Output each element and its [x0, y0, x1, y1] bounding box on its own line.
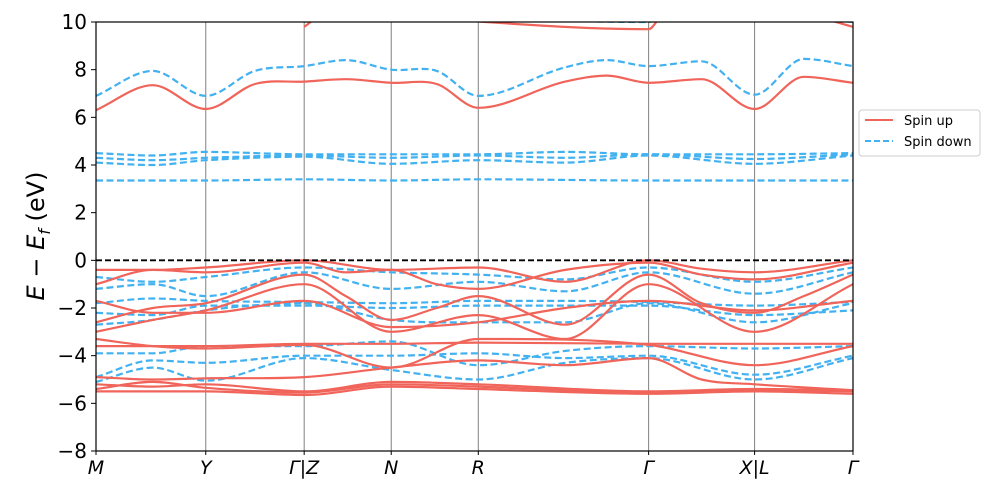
y-axis-label: E − Ef (eV)	[22, 172, 54, 301]
spin-up-band-4	[96, 341, 853, 348]
ytick-label: 2	[74, 201, 87, 225]
kpoint-label: Y	[200, 457, 213, 479]
ytick-label: −4	[58, 344, 87, 368]
legend: Spin up Spin down	[858, 109, 981, 157]
ytick-label: −6	[58, 391, 87, 415]
spin-down-band-0	[96, 356, 853, 383]
spin-up-band-5	[96, 337, 853, 369]
kpoint-label: Γ|Z	[289, 457, 320, 479]
ytick-label: −8	[58, 439, 87, 463]
kpoint-label: N	[384, 457, 398, 479]
ytick-label: 8	[74, 58, 87, 82]
spin-up-band-0	[96, 385, 853, 397]
ytick-label: −2	[58, 296, 87, 320]
spin-down-band-10	[96, 153, 853, 162]
spin-down-band-1	[96, 352, 853, 379]
spin-down-band-13	[304, 22, 853, 24]
ytick-label: 6	[74, 105, 87, 129]
kpoint-label: Γ	[848, 457, 860, 479]
legend-label-spin-up: Spin up	[904, 114, 953, 129]
kpoint-label: Γ	[643, 457, 655, 479]
spin-up-band-11	[96, 74, 853, 112]
spin-up-band-12	[303, 22, 853, 31]
ylabel-minus: −	[22, 250, 50, 285]
spin-up-band-9	[96, 261, 853, 291]
spin-up-band-3	[96, 356, 853, 392]
ylabel-e: E	[22, 284, 50, 300]
ytick-label: 0	[74, 248, 87, 272]
spin-down-band-12	[96, 57, 853, 98]
kpoint-label: R	[472, 457, 485, 479]
spin-down-band-9	[96, 154, 853, 167]
spin-down-band-11	[96, 150, 853, 157]
legend-label-spin-down: Spin down	[904, 135, 972, 150]
spin-down-band-6	[96, 271, 853, 298]
band-curves	[96, 22, 853, 397]
spin-down-band-3	[96, 302, 853, 326]
ytick-label: 10	[62, 10, 87, 34]
ylabel-unit: (eV)	[22, 172, 50, 230]
spin-down-band-8	[96, 178, 853, 182]
spin-up-band-8	[96, 259, 853, 283]
legend-box	[858, 109, 981, 157]
x-axis-ticks: M Y Γ|Z N R Γ X|L Γ	[88, 451, 860, 479]
ytick-label: 4	[74, 153, 87, 177]
kpoint-label: X|L	[739, 457, 770, 479]
spin-up-band-10	[96, 283, 853, 341]
kpoint-label: M	[88, 457, 104, 479]
high-symmetry-lines	[205, 22, 756, 451]
spin-up-band-6	[96, 273, 853, 326]
spin-up-band-2	[96, 380, 853, 393]
ylabel-ef: E	[22, 234, 50, 250]
spin-down-band-4	[96, 304, 853, 317]
ylabel-subscript: f	[35, 227, 54, 235]
plot-frame	[95, 21, 854, 452]
y-axis-ticks: −8 −6 −4 −2 0 2 4 6 8 10	[58, 10, 96, 463]
